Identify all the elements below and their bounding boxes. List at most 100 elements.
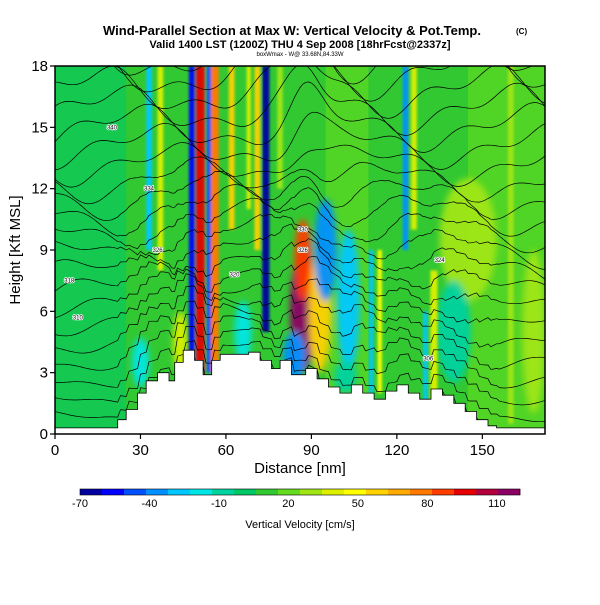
- plot-area: 318 310 340 334 326 320 330 326 324 306: [55, 66, 545, 434]
- x-axis-label: Distance [nm]: [254, 460, 346, 477]
- theta-contour: [55, 256, 545, 319]
- vertical-velocity-columns: [146, 66, 514, 424]
- theta-contour: [55, 300, 545, 371]
- velocity-column: [228, 66, 235, 230]
- velocity-cell: [131, 337, 150, 387]
- colorbar-swatch: [234, 489, 257, 495]
- colorbar-tick-label: 20: [282, 498, 294, 510]
- y-tick-label: 3: [40, 365, 48, 382]
- theta-contour: [55, 156, 545, 205]
- colorbar-swatch: [410, 489, 433, 495]
- theta-contour: [55, 197, 545, 254]
- theta-contour: [55, 66, 545, 136]
- theta-contour: [55, 223, 545, 280]
- chart-footnote: boxWmax - W@ 33.68N,84.33W: [256, 52, 343, 58]
- velocity-column: [157, 66, 164, 271]
- colorbar-swatch: [124, 489, 147, 495]
- colorbar-swatch: [344, 489, 367, 495]
- theta-contour-label: 326: [153, 248, 164, 254]
- terrain-profile: [55, 349, 545, 434]
- velocity-column: [262, 66, 270, 332]
- velocity-cell: [314, 198, 338, 302]
- y-tick-label: 18: [31, 58, 48, 75]
- colorbar-frame: [79, 488, 521, 496]
- colorbar-tick-label: 110: [488, 498, 506, 510]
- colorbar-swatch: [322, 489, 345, 495]
- colorbar-swatch: [498, 489, 521, 495]
- velocity-cell: [337, 229, 360, 373]
- colorbar: -70 -40 -10 20 50 80 110: [72, 488, 521, 510]
- colorbar-swatch: [190, 489, 213, 495]
- theta-contour-label: 318: [64, 279, 75, 285]
- x-tick-label: 30: [132, 442, 149, 459]
- chart-title: Wind-Parallel Section at Max W: Vertical…: [103, 23, 481, 38]
- colorbar-swatch: [454, 489, 477, 495]
- theta-contour-label: 330: [298, 228, 309, 234]
- theta-contour-label: 334: [144, 187, 155, 193]
- theta-contour: [55, 81, 545, 153]
- terrain: [55, 349, 545, 434]
- field-band: [55, 66, 127, 434]
- velocity-column: [246, 66, 251, 210]
- colorbar-tick-label: 50: [352, 498, 364, 510]
- velocity-column: [507, 66, 514, 424]
- colorbar-tick-label: -10: [211, 498, 227, 510]
- colorbar-swatch: [102, 489, 125, 495]
- theta-contour-label: 306: [423, 356, 434, 362]
- velocity-column: [411, 66, 417, 230]
- x-tick-label: 90: [303, 442, 320, 459]
- theta-contour-label: 320: [229, 273, 240, 279]
- y-tick-label: 12: [31, 181, 48, 198]
- colorbar-tick-label: -40: [142, 498, 158, 510]
- colorbar-tick-label: -70: [72, 498, 88, 510]
- colorbar-tick-label: 80: [421, 498, 433, 510]
- theta-contour: [55, 142, 545, 188]
- colorbar-swatch: [432, 489, 455, 495]
- velocity-column: [196, 66, 205, 373]
- velocity-cell: [436, 280, 471, 383]
- colorbar-swatch: [366, 489, 389, 495]
- theta-contour: [117, 66, 545, 102]
- velocity-column: [210, 66, 219, 373]
- x-axis: 0 30 60 90 120 150: [51, 434, 495, 459]
- theta-contour: [55, 313, 545, 389]
- velocity-column: [423, 311, 428, 404]
- theta-contour-label: 340: [107, 125, 118, 131]
- velocity-column: [206, 66, 211, 373]
- theta-contour: [55, 285, 545, 354]
- theta-contour: [55, 326, 545, 406]
- velocity-column: [369, 250, 374, 394]
- theta-contour-label: 324: [435, 258, 446, 264]
- colorbar-swatch: [278, 489, 301, 495]
- colorbar-swatch: [146, 489, 169, 495]
- x-tick-label: 60: [218, 442, 235, 459]
- chart-subtitle: Valid 1400 LST (1200Z) THU 4 Sep 2008 [1…: [149, 39, 450, 51]
- theta-contour: [113, 66, 533, 85]
- theta-contour: [55, 214, 545, 270]
- colorbar-swatch: [476, 489, 499, 495]
- y-tick-label: 0: [40, 426, 48, 443]
- theta-contour: [55, 184, 545, 237]
- colorbar-swatch: [388, 489, 411, 495]
- theta-contour: [55, 340, 545, 423]
- velocity-column: [430, 270, 438, 404]
- x-tick-label: 0: [51, 442, 59, 459]
- colorbar-swatch: [300, 489, 323, 495]
- x-tick-label: 150: [470, 442, 495, 459]
- velocity-cell: [522, 250, 545, 414]
- contour-labels: 318 310 340 334 326 320 330 326 324 306: [63, 125, 446, 364]
- theta-contour: [55, 66, 545, 119]
- theta-contour-label: 310: [73, 315, 84, 321]
- y-axis: 0 3 6 9 12 15 18: [31, 58, 55, 443]
- theta-contour: [55, 238, 545, 292]
- y-tick-label: 6: [40, 303, 48, 320]
- velocity-column: [377, 250, 382, 394]
- colorbar-label: Vertical Velocity [cm/s]: [245, 519, 354, 531]
- y-tick-label: 9: [40, 242, 48, 259]
- theta-contour: [55, 273, 545, 337]
- velocity-column: [146, 66, 152, 250]
- theta-contour: [55, 111, 545, 171]
- colorbar-swatch: [168, 489, 191, 495]
- theta-contour-label: 326: [298, 248, 309, 254]
